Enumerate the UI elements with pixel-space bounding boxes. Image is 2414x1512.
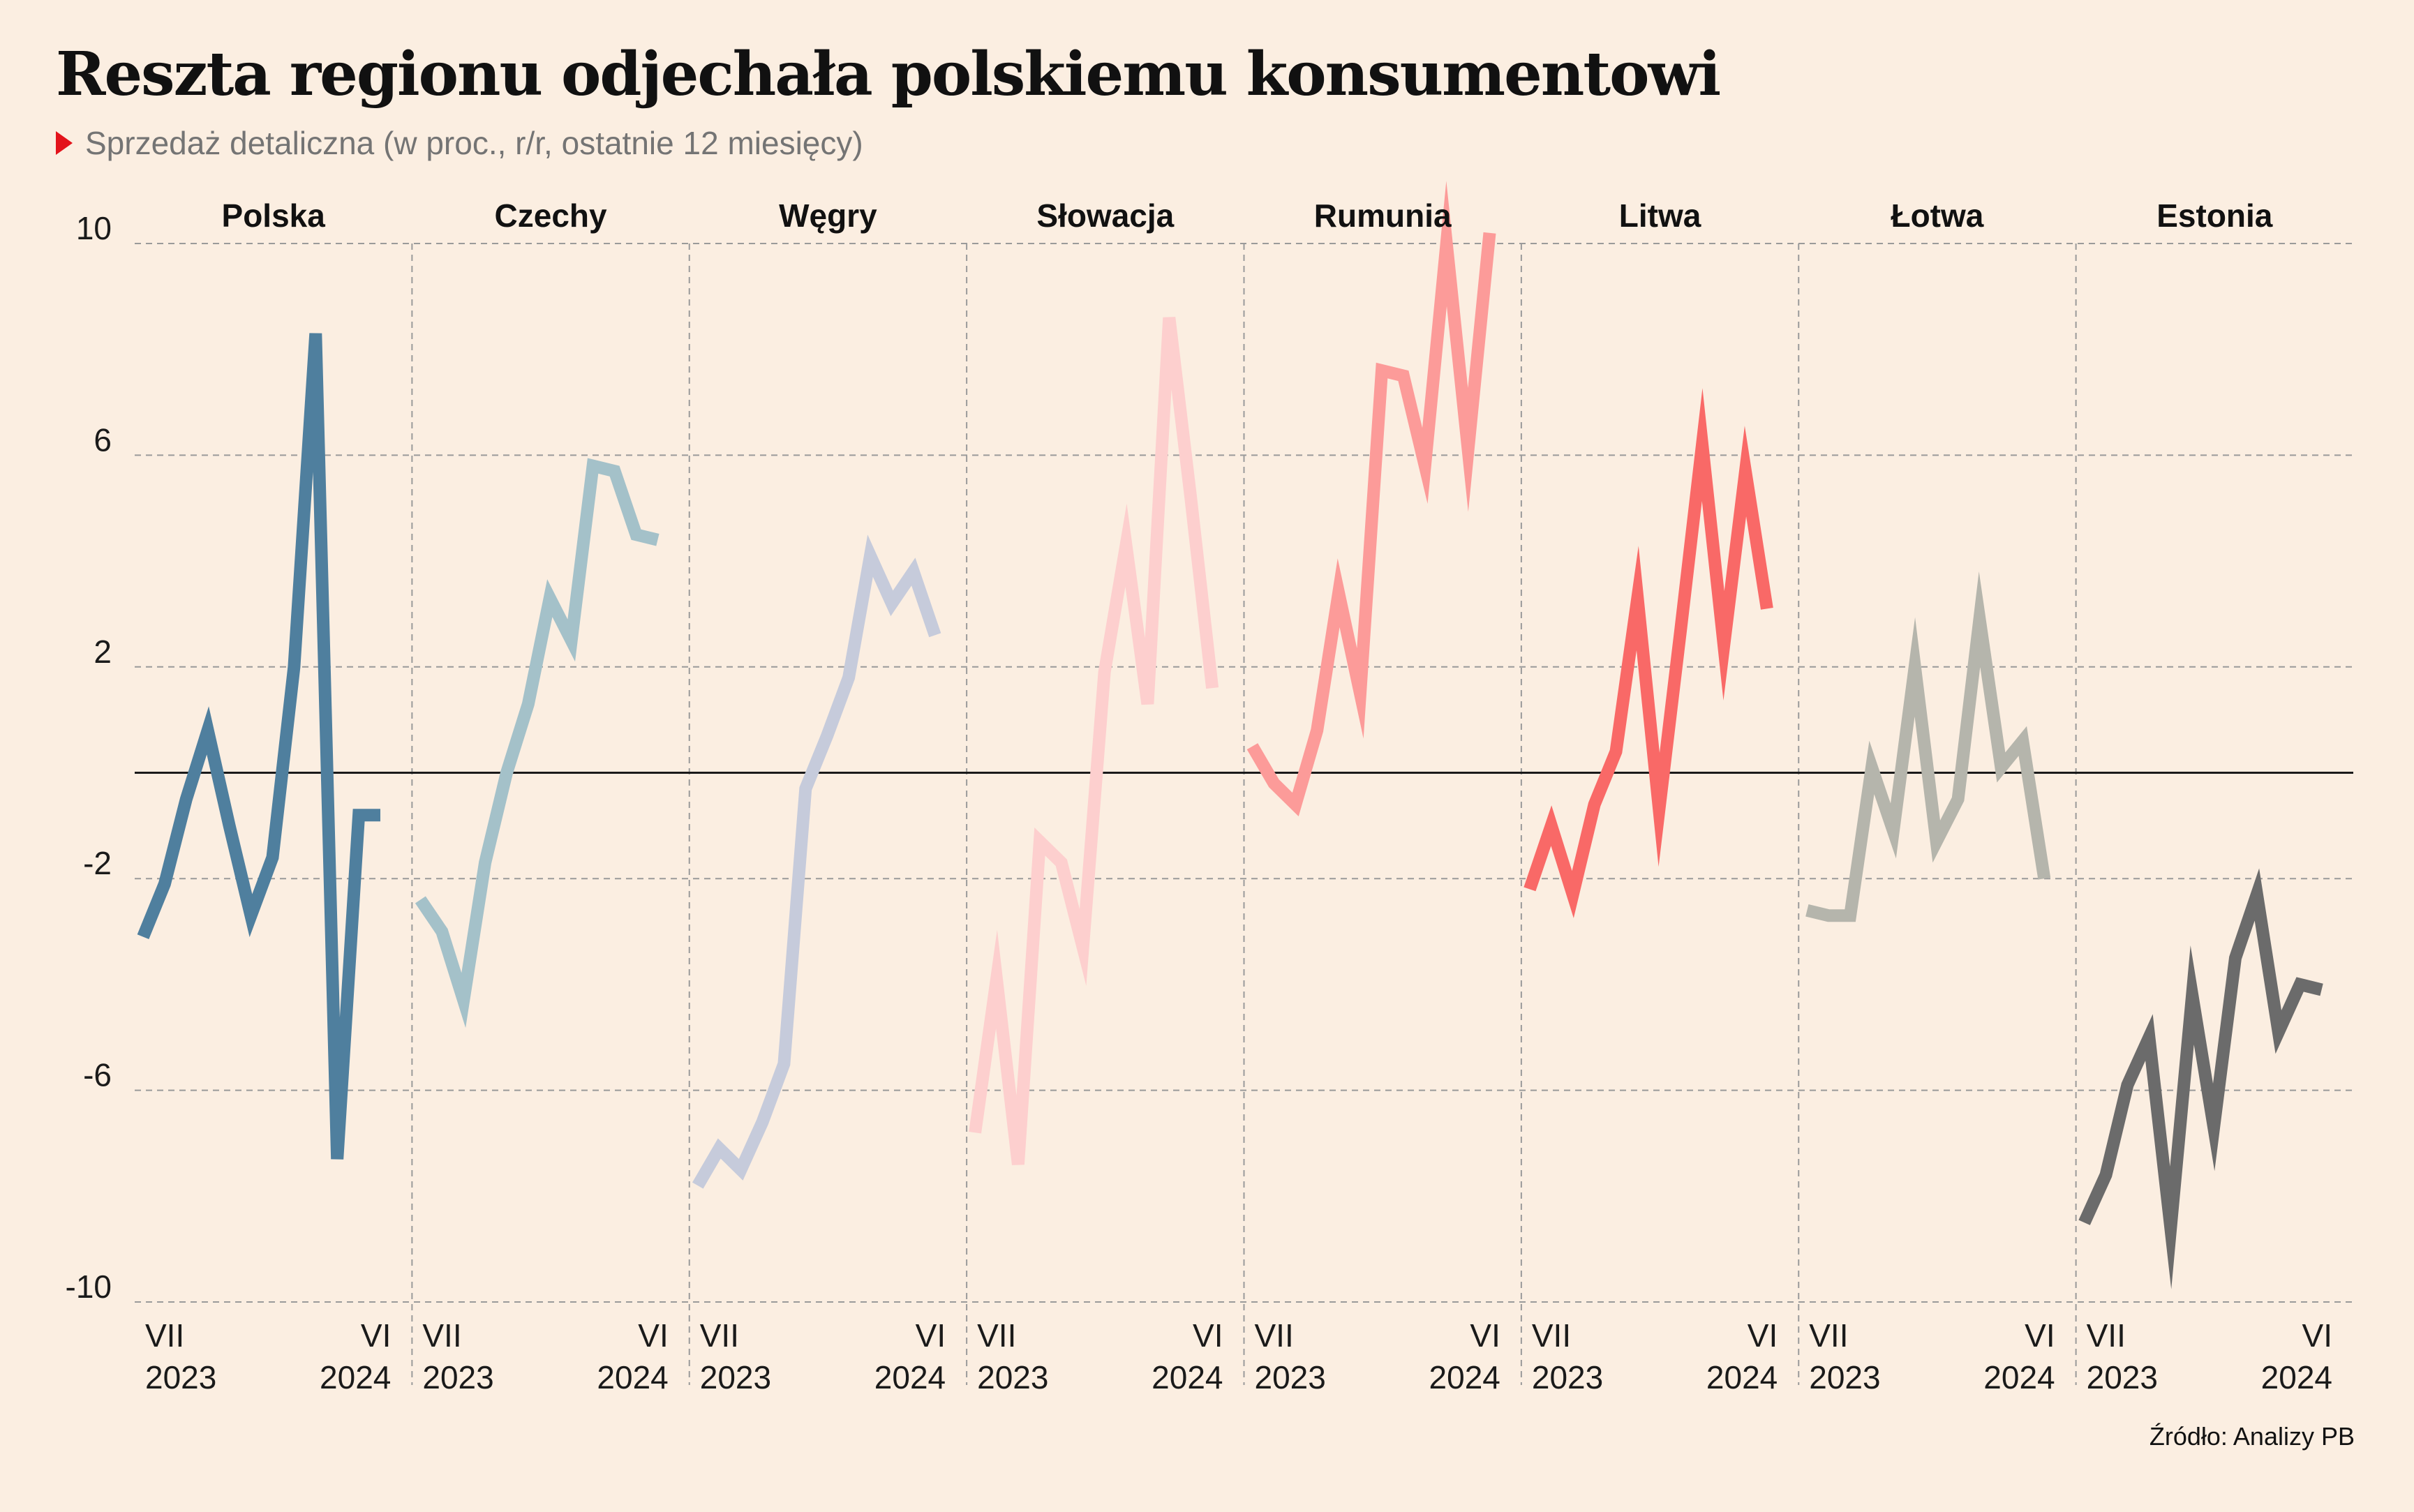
panel-title: Polska xyxy=(222,197,326,234)
x-tick-label: 2023 xyxy=(1809,1359,1880,1395)
x-tick-label: 2023 xyxy=(1255,1359,1326,1395)
x-tick-label: VI xyxy=(2302,1317,2332,1354)
x-tick-label: VII xyxy=(700,1317,739,1354)
x-tick-label: 2023 xyxy=(145,1359,216,1395)
x-tick-label: 2024 xyxy=(1152,1359,1223,1395)
panel-title: Litwa xyxy=(1619,197,1701,234)
x-tick-label: 2023 xyxy=(700,1359,771,1395)
series-line xyxy=(2078,868,2323,1289)
y-tick-label: 2 xyxy=(94,634,112,670)
x-tick-label: 2024 xyxy=(597,1359,668,1395)
x-tick-label: VI xyxy=(638,1317,668,1354)
x-tick-label: VII xyxy=(977,1317,1016,1354)
panel-title: Węgry xyxy=(779,197,877,234)
series-line xyxy=(692,534,941,1189)
x-tick-label: 2023 xyxy=(2087,1359,2158,1395)
x-tick-label: VII xyxy=(1809,1317,1848,1354)
x-tick-label: VI xyxy=(916,1317,946,1354)
x-tick-label: VII xyxy=(1532,1317,1571,1354)
x-tick-label: 2024 xyxy=(1429,1359,1500,1395)
x-tick-label: VI xyxy=(1470,1317,1500,1354)
x-tick-label: 2024 xyxy=(1706,1359,1778,1395)
x-tick-label: 2024 xyxy=(320,1359,391,1395)
x-tick-label: 2024 xyxy=(1983,1359,2055,1395)
subtitle-text: Sprzedaż detaliczna (w proc., r/r, ostat… xyxy=(85,125,863,161)
label-layer: 10 6 2 -2 -6 -10 Polska VII 2023 VI 2024 Czechy VII 2… xyxy=(66,197,2332,1395)
series-layer xyxy=(137,181,2323,1289)
x-tick-label: VII xyxy=(2087,1317,2126,1354)
x-tick-label: VI xyxy=(2025,1317,2055,1354)
panel-title: Czechy xyxy=(495,197,607,234)
y-tick-label: -10 xyxy=(66,1268,112,1305)
chart-title: Reszta regionu odjechała polskiemu konsu… xyxy=(56,39,1721,110)
series-line xyxy=(1805,571,2051,922)
series-line xyxy=(1246,181,1496,816)
panel-title: Estonia xyxy=(2156,197,2273,234)
series-line xyxy=(137,333,380,1160)
x-tick-label: VI xyxy=(1193,1317,1223,1354)
series-line xyxy=(969,317,1219,1165)
series-line xyxy=(415,458,660,1028)
x-tick-label: VI xyxy=(1748,1317,1778,1354)
subtitle-marker-icon xyxy=(56,131,73,155)
x-tick-label: 2024 xyxy=(2261,1359,2332,1395)
panel-title: Rumunia xyxy=(1314,197,1452,234)
panel-title: Słowacja xyxy=(1036,197,1174,234)
x-tick-label: 2023 xyxy=(977,1359,1048,1395)
y-tick-label: -6 xyxy=(83,1057,112,1093)
x-tick-label: VII xyxy=(1255,1317,1294,1354)
panel-title: Łotwa xyxy=(1891,197,1983,234)
y-tick-label: 10 xyxy=(76,210,112,246)
series-line xyxy=(1523,388,1773,918)
x-tick-label: VII xyxy=(145,1317,184,1354)
x-tick-label: 2024 xyxy=(874,1359,946,1395)
y-tick-label: 6 xyxy=(94,421,112,458)
source-note: Źródło: Analizy PB xyxy=(2149,1422,2355,1451)
y-tick-label: -2 xyxy=(83,845,112,881)
x-tick-label: VII xyxy=(422,1317,461,1354)
x-tick-label: 2023 xyxy=(1532,1359,1603,1395)
x-tick-label: 2023 xyxy=(422,1359,493,1395)
grid-layer xyxy=(135,243,2353,1385)
x-tick-label: VI xyxy=(361,1317,391,1354)
chart-subtitle: Sprzedaż detaliczna (w proc., r/r, ostat… xyxy=(56,124,863,162)
